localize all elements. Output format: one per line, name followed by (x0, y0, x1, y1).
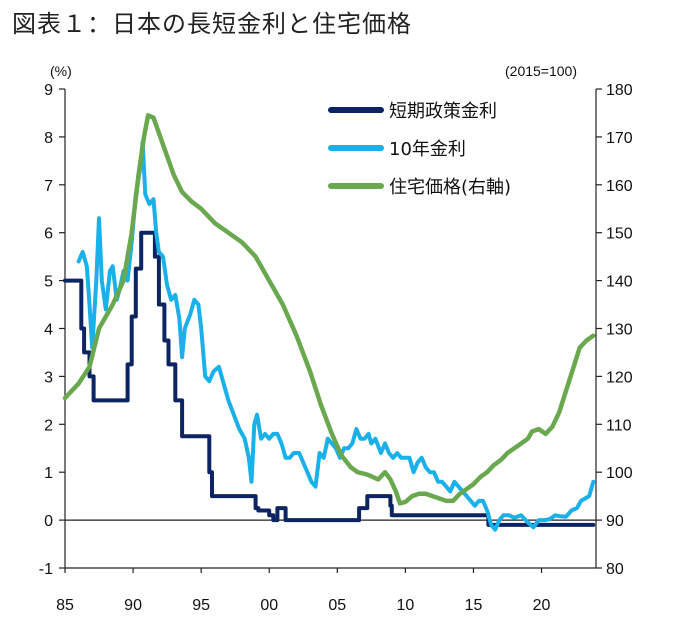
left-tick-label: 0 (44, 513, 53, 530)
series-line-3 (62, 113, 596, 506)
left-tick-label: 5 (44, 274, 53, 291)
x-tick-label: 20 (533, 597, 551, 614)
left-tick-label: 2 (44, 417, 53, 434)
left-tick-label: 3 (44, 369, 53, 386)
legend-label-2: 10年金利 (389, 139, 466, 160)
left-axis-unit: (%) (50, 63, 72, 79)
chart-title: 図表１：日本の長短金利と住宅価格 (12, 10, 412, 38)
right-axis-unit: (2015=100) (505, 63, 577, 79)
x-tick-label: 00 (260, 597, 278, 614)
right-tick-label: 120 (606, 369, 633, 386)
x-tick-label: 05 (328, 597, 346, 614)
x-tick-label: 15 (465, 597, 483, 614)
right-tick-label: 130 (606, 322, 633, 339)
right-tick-label: 170 (606, 130, 633, 147)
left-tick-label: 4 (44, 322, 53, 339)
right-tick-label: 90 (606, 513, 624, 530)
legend-label-3: 住宅価格(右軸) (389, 177, 511, 198)
series-line-1 (63, 230, 596, 527)
left-tick-label: 7 (44, 178, 53, 195)
x-tick-label: 85 (56, 597, 74, 614)
left-tick-label: -1 (39, 561, 53, 578)
right-tick-label: 160 (606, 178, 633, 195)
x-tick-label: 10 (396, 597, 414, 614)
x-tick-label: 95 (192, 597, 210, 614)
left-tick-label: 1 (44, 465, 53, 482)
x-tick-label: 90 (124, 597, 142, 614)
left-tick-label: 6 (44, 226, 53, 243)
right-tick-label: 110 (606, 417, 632, 434)
right-tick-label: 140 (606, 274, 633, 291)
left-tick-label: 9 (44, 82, 53, 99)
series-line-2 (76, 139, 596, 532)
legend-label-1: 短期政策金利 (389, 101, 497, 122)
right-tick-label: 150 (606, 226, 633, 243)
right-tick-label: 180 (606, 82, 633, 99)
right-tick-label: 100 (606, 465, 633, 482)
right-tick-label: 80 (606, 561, 624, 578)
left-tick-label: 8 (44, 130, 53, 147)
